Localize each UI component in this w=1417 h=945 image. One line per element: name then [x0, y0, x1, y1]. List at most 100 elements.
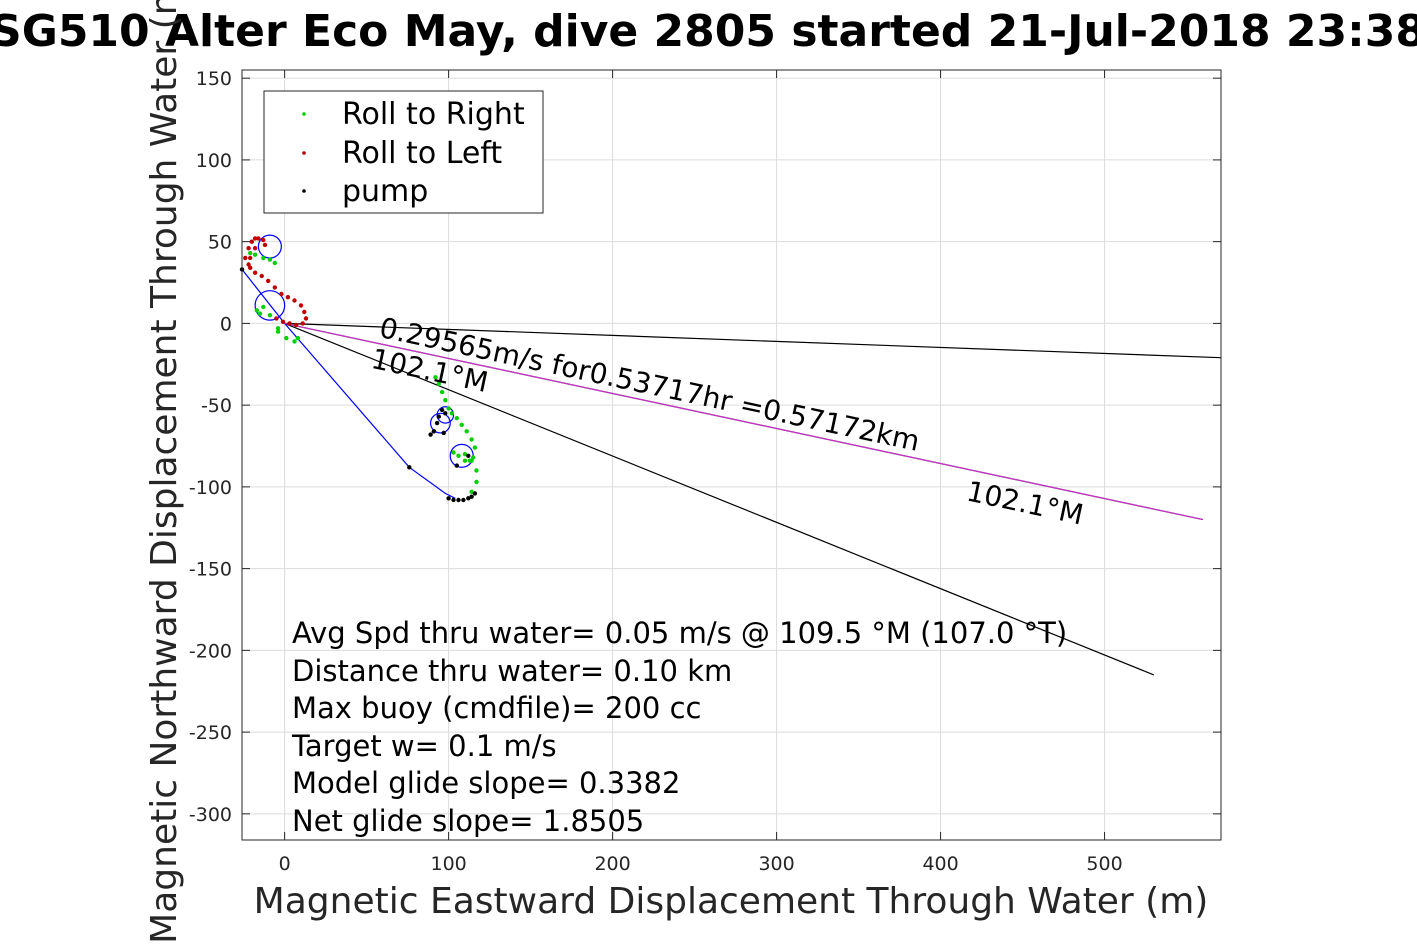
y-tick-label: -250: [189, 722, 232, 744]
point-roll-to-right: [261, 255, 266, 261]
x-axis-title: Magnetic Eastward Displacement Through W…: [254, 881, 1209, 922]
point-pump: [439, 407, 445, 413]
y-tick-label: -200: [189, 640, 232, 662]
y-tick-label: 100: [196, 150, 232, 172]
point-pump: [431, 429, 437, 434]
point-pump: [436, 414, 441, 419]
plot-frame: [241, 69, 1222, 841]
tick-labels: 0 100 200 300 400 500150100500-50-100-150-200…: [189, 68, 1221, 875]
track-loop: [429, 412, 451, 434]
point-roll-to-left: [287, 321, 292, 326]
point-roll-to-right: [284, 335, 289, 341]
track-loop: [436, 406, 455, 424]
x-tick-label: 500: [1086, 853, 1122, 875]
track-line-1: [284, 322, 1222, 359]
stats-distance: Distance thru water= 0.10 km: [292, 654, 732, 688]
series-layer: [239, 234, 1222, 676]
point-roll-to-left: [272, 285, 277, 290]
point-roll-to-right: [456, 453, 461, 458]
stats-model-glide: Model glide slope= 0.3382: [292, 766, 680, 800]
point-roll-to-left: [256, 236, 261, 241]
point-roll-to-left: [249, 239, 254, 244]
point-pump: [446, 496, 451, 501]
point-roll-to-right: [275, 329, 281, 334]
point-pump: [434, 420, 440, 426]
y-tick-label: -50: [201, 395, 232, 417]
point-roll-to-left: [300, 321, 305, 326]
point-pump: [407, 465, 412, 470]
point-roll-to-right: [272, 260, 277, 266]
x-tick-label: 0: [279, 853, 291, 875]
point-pump: [472, 491, 478, 496]
point-roll-to-right: [474, 479, 479, 485]
chart-title: SG510 Alter Eco May, dive 2805 started 2…: [0, 6, 1417, 57]
point-roll-to-left: [298, 303, 304, 308]
point-roll-to-right: [443, 398, 448, 403]
point-roll-to-right: [449, 411, 455, 416]
point-roll-to-left: [279, 291, 284, 297]
point-roll-to-left: [261, 237, 266, 243]
legend-marker-roll-left: [302, 151, 306, 155]
y-tick-label: -300: [189, 804, 232, 826]
y-tick-label: 150: [196, 68, 232, 90]
point-pump: [466, 496, 471, 501]
point-roll-to-left: [280, 319, 286, 324]
legend-marker-roll-right: [302, 112, 306, 116]
legend: Roll to Right Roll to Left pump: [263, 90, 544, 214]
point-roll-to-right: [257, 311, 263, 316]
point-pump: [443, 411, 448, 416]
point-roll-to-right: [454, 416, 459, 421]
point-roll-to-right: [464, 429, 469, 434]
point-pump: [428, 432, 433, 437]
point-roll-to-left: [285, 295, 291, 300]
point-pump: [441, 430, 446, 436]
x-tick-label: 200: [594, 853, 630, 875]
point-roll-to-right: [292, 339, 297, 344]
y-tick-label: 0: [220, 313, 232, 335]
stats-max-buoy: Max buoy (cmdfile)= 200 cc: [292, 691, 701, 725]
point-pump: [451, 497, 456, 503]
y-tick-label: -150: [189, 559, 232, 581]
point-roll-to-right: [451, 450, 456, 455]
point-roll-to-right: [267, 257, 273, 262]
point-roll-to-right: [254, 308, 259, 313]
point-roll-to-right: [439, 389, 445, 395]
point-roll-to-right: [462, 452, 468, 457]
point-roll-to-left: [243, 255, 248, 261]
legend-marker-pump: [302, 189, 306, 193]
point-roll-to-right: [267, 313, 273, 318]
y-tick-label: -100: [189, 477, 232, 499]
point-roll-to-left: [252, 246, 258, 251]
legend-label-roll-left: Roll to Left: [342, 136, 502, 171]
point-roll-to-right: [469, 458, 474, 463]
point-roll-to-right: [469, 489, 474, 494]
track-line-2: [284, 322, 1155, 676]
point-roll-to-left: [246, 246, 251, 251]
point-roll-to-right: [459, 422, 464, 427]
stats-target-w: Target w= 0.1 m/s: [291, 729, 557, 763]
legend-box: [263, 90, 544, 214]
point-roll-to-right: [433, 375, 438, 380]
point-roll-to-right: [252, 252, 258, 257]
point-roll-to-right: [469, 437, 474, 442]
stats-net-glide: Net glide slope= 1.8505: [292, 804, 644, 838]
point-roll-to-left: [302, 309, 307, 315]
point-roll-to-left: [248, 255, 253, 261]
x-tick-label: 300: [758, 853, 794, 875]
point-pump: [461, 497, 466, 503]
y-tick-label: 50: [208, 232, 232, 254]
stats-block: Avg Spd thru water= 0.05 m/s @ 109.5 °M …: [291, 616, 1067, 838]
point-roll-to-left: [252, 270, 258, 275]
point-roll-to-left: [259, 273, 264, 279]
point-pump: [469, 494, 474, 499]
point-roll-to-left: [248, 265, 253, 270]
point-roll-to-left: [246, 262, 251, 267]
legend-label-pump: pump: [342, 174, 428, 209]
point-roll-to-right: [261, 304, 266, 310]
point-roll-to-left: [252, 236, 258, 241]
point-pump: [454, 463, 459, 468]
track-loop: [254, 290, 286, 321]
point-roll-to-left: [292, 298, 297, 303]
track-line-4: [284, 322, 1204, 521]
